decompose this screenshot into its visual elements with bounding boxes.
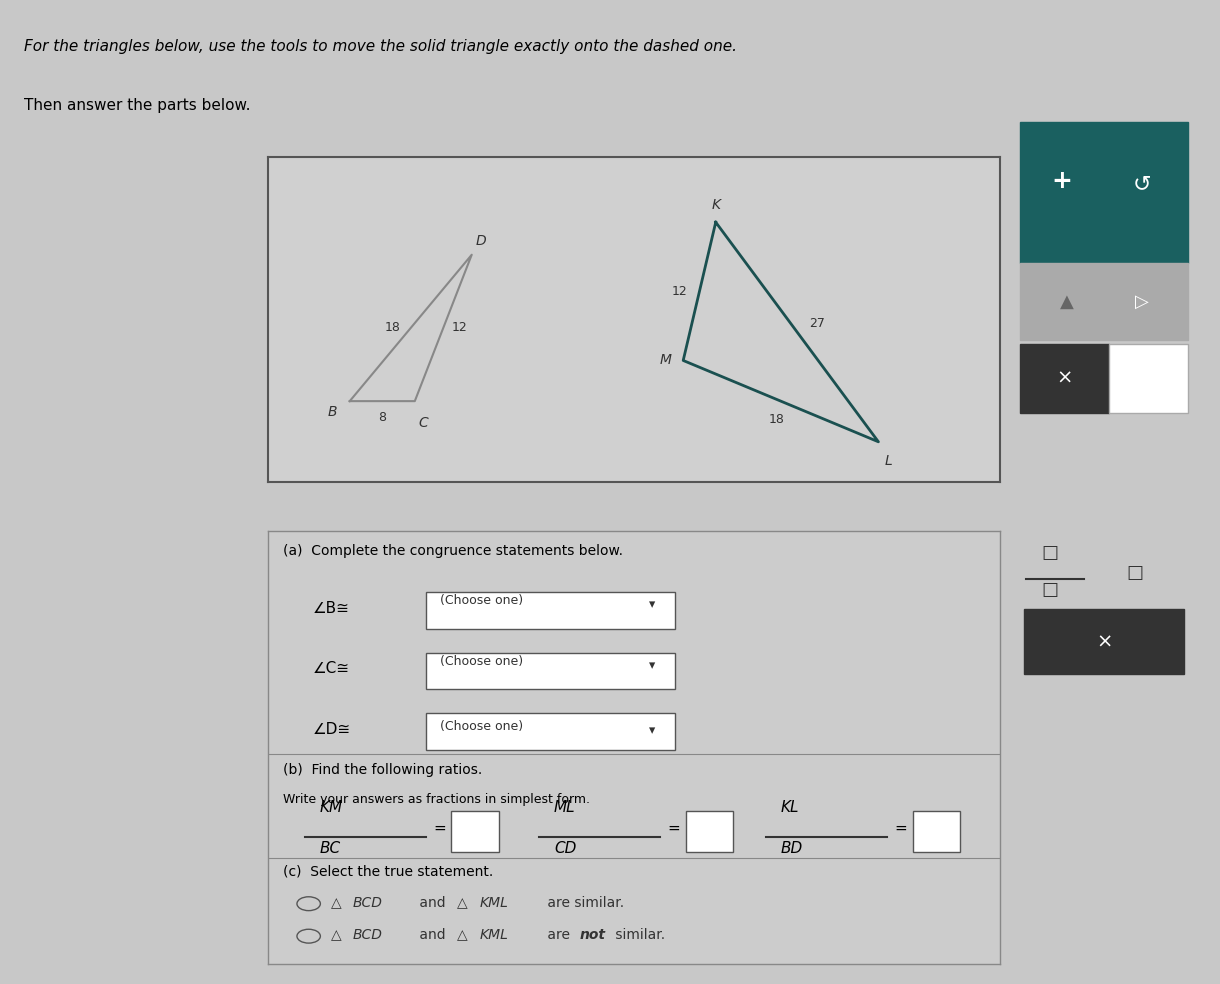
Text: KML: KML bbox=[479, 895, 508, 910]
Text: BCD: BCD bbox=[353, 928, 382, 943]
Text: and: and bbox=[415, 928, 450, 943]
Text: are: are bbox=[543, 928, 575, 943]
Text: △: △ bbox=[458, 895, 468, 910]
FancyBboxPatch shape bbox=[451, 811, 499, 852]
Text: and: and bbox=[415, 895, 450, 910]
Text: △: △ bbox=[331, 928, 342, 943]
Text: BD: BD bbox=[781, 841, 803, 856]
Text: □: □ bbox=[1041, 582, 1058, 599]
Text: 12: 12 bbox=[451, 322, 467, 335]
FancyBboxPatch shape bbox=[426, 652, 675, 690]
Text: ×: × bbox=[1057, 369, 1074, 388]
Text: For the triangles below, use the tools to move the solid triangle exactly onto t: For the triangles below, use the tools t… bbox=[24, 39, 737, 54]
Text: ↺: ↺ bbox=[1132, 174, 1150, 195]
Text: BCD: BCD bbox=[353, 895, 382, 910]
Text: ∠D≅: ∠D≅ bbox=[312, 722, 350, 737]
Text: C: C bbox=[418, 416, 428, 430]
Text: □: □ bbox=[1126, 564, 1143, 582]
Text: (a)  Complete the congruence statements below.: (a) Complete the congruence statements b… bbox=[283, 544, 623, 558]
Text: B: B bbox=[328, 405, 338, 419]
Text: KM: KM bbox=[320, 800, 343, 815]
Text: K: K bbox=[711, 198, 720, 212]
Text: KML: KML bbox=[479, 928, 508, 943]
Text: ▷: ▷ bbox=[1135, 292, 1148, 311]
FancyBboxPatch shape bbox=[1020, 344, 1109, 412]
FancyBboxPatch shape bbox=[686, 811, 733, 852]
Text: ▾: ▾ bbox=[649, 598, 655, 611]
Text: M: M bbox=[659, 353, 671, 367]
Text: L: L bbox=[884, 454, 892, 468]
FancyBboxPatch shape bbox=[913, 811, 960, 852]
FancyBboxPatch shape bbox=[1020, 122, 1188, 264]
FancyBboxPatch shape bbox=[426, 592, 675, 629]
Text: 12: 12 bbox=[671, 284, 687, 298]
Text: D: D bbox=[476, 234, 487, 248]
Text: ▾: ▾ bbox=[649, 724, 655, 737]
Text: 18: 18 bbox=[384, 322, 401, 335]
FancyBboxPatch shape bbox=[1024, 609, 1185, 674]
Text: BC: BC bbox=[320, 841, 340, 856]
Text: (c)  Select the true statement.: (c) Select the true statement. bbox=[283, 865, 493, 879]
Text: ▲: ▲ bbox=[1060, 292, 1074, 311]
Text: (b)  Find the following ratios.: (b) Find the following ratios. bbox=[283, 763, 482, 777]
Text: □: □ bbox=[1041, 544, 1058, 562]
Text: (Choose one): (Choose one) bbox=[440, 719, 523, 733]
Text: not: not bbox=[580, 928, 605, 943]
Text: =: = bbox=[894, 821, 906, 835]
FancyBboxPatch shape bbox=[1109, 344, 1188, 412]
FancyBboxPatch shape bbox=[426, 713, 675, 750]
Text: (Choose one): (Choose one) bbox=[440, 654, 523, 668]
Text: KL: KL bbox=[781, 800, 799, 815]
Text: similar.: similar. bbox=[611, 928, 665, 943]
Text: 8: 8 bbox=[378, 411, 387, 424]
Text: △: △ bbox=[331, 895, 342, 910]
Text: ×: × bbox=[1096, 633, 1113, 651]
Text: ML: ML bbox=[554, 800, 576, 815]
Text: ∠C≅: ∠C≅ bbox=[312, 661, 349, 676]
Text: =: = bbox=[433, 821, 445, 835]
Text: △: △ bbox=[458, 928, 468, 943]
FancyBboxPatch shape bbox=[1020, 264, 1188, 340]
Text: =: = bbox=[667, 821, 680, 835]
Text: ▾: ▾ bbox=[649, 659, 655, 672]
Text: 27: 27 bbox=[809, 318, 826, 331]
Text: ∠B≅: ∠B≅ bbox=[312, 600, 349, 616]
Text: (Choose one): (Choose one) bbox=[440, 594, 523, 607]
Text: Then answer the parts below.: Then answer the parts below. bbox=[24, 98, 251, 113]
Text: Write your answers as fractions in simplest form.: Write your answers as fractions in simpl… bbox=[283, 793, 590, 806]
Text: +: + bbox=[1050, 168, 1072, 193]
Text: are similar.: are similar. bbox=[543, 895, 623, 910]
Text: CD: CD bbox=[554, 841, 576, 856]
Text: 18: 18 bbox=[769, 412, 784, 425]
